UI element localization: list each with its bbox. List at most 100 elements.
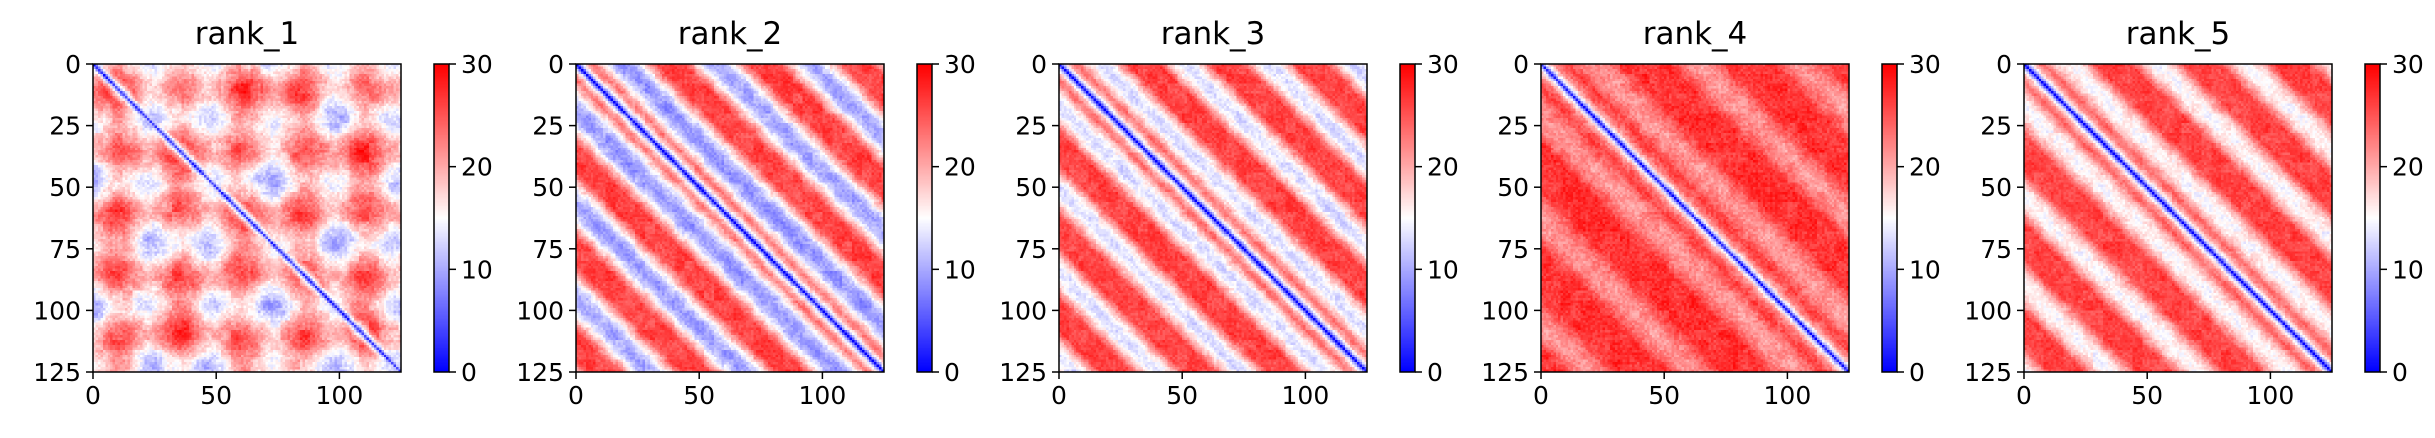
x-tick-label: 100	[316, 381, 364, 410]
colorbar-tick-label: 10	[461, 255, 493, 284]
x-tick-label: 100	[2247, 381, 2295, 410]
x-tick-label: 50	[1166, 381, 1198, 410]
y-tick-label: 75	[532, 235, 564, 264]
colorbar-tick-label: 20	[2392, 153, 2424, 182]
y-tick-label: 25	[1980, 112, 2012, 141]
colorbar: 0 10 20 30	[916, 50, 976, 387]
y-tick-label: 100	[1481, 296, 1529, 325]
y-tick-label: 25	[1015, 112, 1047, 141]
y-tick-label: 50	[532, 173, 564, 202]
y-tick-label: 125	[1481, 358, 1529, 387]
y-tick-label: 25	[1497, 112, 1529, 141]
colorbar: 0 10 20 30	[433, 50, 493, 387]
y-tick-label: 25	[49, 112, 81, 141]
x-tick-label: 0	[2016, 381, 2032, 410]
x-tick-label: 50	[2131, 381, 2163, 410]
colorbar-gradient	[2365, 64, 2380, 372]
axes-frame	[575, 63, 885, 373]
y-tick-label: 75	[1015, 235, 1047, 264]
heatmap-cells	[93, 64, 401, 372]
colorbar-tick-label: 0	[2392, 358, 2408, 387]
panel-title: rank_3	[1161, 16, 1266, 52]
y-tick-label: 0	[1996, 50, 2012, 79]
x-tick-label: 50	[200, 381, 232, 410]
y-tick-label: 0	[548, 50, 564, 79]
axes-frame	[2023, 63, 2333, 373]
colorbar: 0 10 20 30	[1399, 50, 1459, 387]
y-tick-label: 100	[516, 296, 564, 325]
colorbar-tick-label: 30	[461, 50, 493, 79]
y-tick-label: 50	[1980, 173, 2012, 202]
y-tick-label: 100	[1964, 296, 2012, 325]
colorbar-tick-label: 10	[1909, 255, 1941, 284]
y-tick-label: 0	[65, 50, 81, 79]
heatmap-cells	[576, 64, 884, 372]
y-tick-label: 125	[999, 358, 1047, 387]
x-tick-label: 0	[1533, 381, 1549, 410]
x-tick-label: 0	[85, 381, 101, 410]
colorbar-tick-label: 20	[1909, 153, 1941, 182]
colorbar: 0 10 20 30	[1881, 50, 1941, 387]
y-tick-label: 100	[999, 296, 1047, 325]
colorbar-tick-label: 10	[2392, 255, 2424, 284]
colorbar-tick-label: 20	[461, 153, 493, 182]
axes-frame	[1540, 63, 1850, 373]
y-tick-label: 75	[1980, 235, 2012, 264]
colorbar-frame	[433, 63, 450, 373]
colorbar-tick-label: 10	[944, 255, 976, 284]
x-tick-label: 100	[1282, 381, 1330, 410]
y-tick-label: 50	[1015, 173, 1047, 202]
colorbar-gradient	[1400, 64, 1415, 372]
heatmap-cells	[1541, 64, 1849, 372]
panel-title: rank_4	[1643, 16, 1748, 52]
x-tick-label: 100	[799, 381, 847, 410]
y-tick-label: 50	[1497, 173, 1529, 202]
axes-frame	[92, 63, 402, 373]
colorbar-tick-label: 30	[1427, 50, 1459, 79]
y-tick-label: 25	[532, 112, 564, 141]
colorbar-frame	[1399, 63, 1416, 373]
y-tick-label: 75	[1497, 235, 1529, 264]
colorbar-tick-label: 0	[461, 358, 477, 387]
colorbar-tick-label: 20	[1427, 153, 1459, 182]
colorbar-frame	[2364, 63, 2381, 373]
colorbar-frame	[916, 63, 933, 373]
panel-title: rank_2	[678, 16, 783, 52]
colorbar-frame	[1881, 63, 1898, 373]
x-tick-label: 0	[568, 381, 584, 410]
y-tick-label: 125	[1964, 358, 2012, 387]
y-tick-label: 50	[49, 173, 81, 202]
x-tick-label: 50	[1648, 381, 1680, 410]
colorbar-tick-label: 10	[1427, 255, 1459, 284]
colorbar-gradient	[434, 64, 449, 372]
x-tick-label: 0	[1051, 381, 1067, 410]
axes-frame	[1058, 63, 1368, 373]
colorbar-tick-label: 0	[1427, 358, 1443, 387]
colorbar: 0 10 20 30	[2364, 50, 2424, 387]
y-tick-label: 100	[33, 296, 81, 325]
colorbar-tick-label: 30	[2392, 50, 2424, 79]
heatmap-cells	[2024, 64, 2332, 372]
heatmap-cells	[1059, 64, 1367, 372]
colorbar-gradient	[917, 64, 932, 372]
y-tick-label: 0	[1031, 50, 1047, 79]
y-tick-label: 75	[49, 235, 81, 264]
colorbar-tick-label: 30	[944, 50, 976, 79]
panel-title: rank_5	[2126, 16, 2231, 52]
x-tick-label: 50	[683, 381, 715, 410]
colorbar-tick-label: 20	[944, 153, 976, 182]
colorbar-tick-label: 0	[944, 358, 960, 387]
colorbar-tick-label: 30	[1909, 50, 1941, 79]
colorbar-tick-label: 0	[1909, 358, 1925, 387]
y-tick-label: 125	[33, 358, 81, 387]
y-tick-label: 0	[1513, 50, 1529, 79]
y-tick-label: 125	[516, 358, 564, 387]
panel-title: rank_1	[195, 16, 300, 52]
x-tick-label: 100	[1764, 381, 1812, 410]
